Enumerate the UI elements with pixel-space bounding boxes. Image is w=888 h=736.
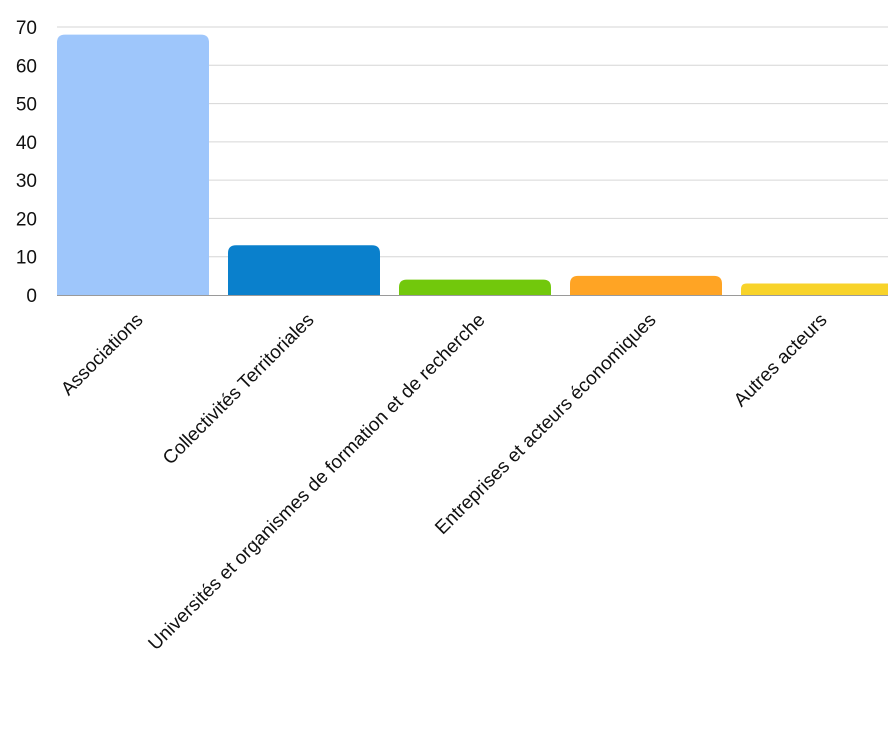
x-category-label: Collectivités Territoriales <box>159 310 318 469</box>
y-axis-tick-labels: 0 10 20 30 40 50 60 70 <box>16 18 37 307</box>
y-tick-label: 50 <box>16 95 37 116</box>
bar-associations <box>57 34 209 296</box>
y-tick-label: 70 <box>16 18 37 39</box>
bars <box>57 34 888 296</box>
x-category-label: Associations <box>57 310 147 400</box>
bar-universites-et-organismes-de-formation-et-de-recherche <box>399 279 551 295</box>
x-axis-category-labels: Associations Collectivités TerritorialesU… <box>57 310 831 655</box>
x-category-label: Autres acteurs <box>730 310 831 411</box>
y-tick-label: 0 <box>26 286 37 307</box>
bar-entreprises-et-acteurs-economiques <box>570 275 722 295</box>
x-category-label: Universités et organismes de formation e… <box>145 310 490 655</box>
y-tick-label: 20 <box>16 209 37 230</box>
bar-collectivites-territoriales <box>228 245 380 295</box>
y-tick-label: 60 <box>16 56 37 77</box>
y-tick-label: 30 <box>16 171 37 192</box>
y-tick-label: 40 <box>16 133 37 154</box>
y-tick-label: 10 <box>16 248 37 269</box>
bar-autres-acteurs <box>741 283 888 295</box>
